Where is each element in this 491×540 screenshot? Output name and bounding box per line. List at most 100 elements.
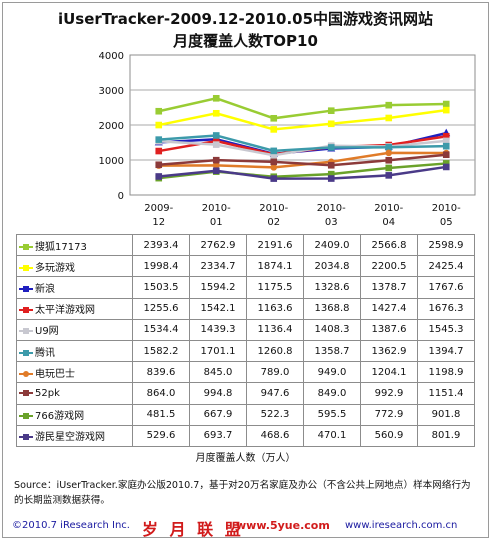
series-name: 766游戏网	[35, 411, 85, 423]
series-name: 电玩巴士	[35, 368, 75, 380]
table-cell: 1151.4	[417, 382, 475, 405]
table-cell: 1439.3	[189, 318, 247, 341]
table-cell: 839.6	[132, 361, 190, 384]
table-cell: 1368.8	[303, 297, 361, 320]
data-point	[270, 126, 278, 133]
series-name: 搜狐17173	[35, 241, 87, 253]
table-cell: 1545.3	[417, 318, 475, 341]
chart-subtitle: 月度覆盖人数TOP10	[173, 32, 318, 50]
legend-swatch	[19, 433, 33, 441]
data-point	[442, 137, 450, 145]
table-cell: 595.5	[303, 403, 361, 426]
table-cell: 2409.0	[303, 233, 361, 257]
table-cell: 994.8	[189, 382, 247, 405]
table-cell: 1260.8	[246, 339, 304, 363]
table-cell: 1767.6	[417, 276, 475, 299]
x-tick-label: 2010-04	[374, 203, 403, 228]
data-point	[385, 164, 393, 172]
table-cell: 1534.4	[132, 318, 190, 341]
legend-swatch	[19, 349, 33, 357]
legend-entry: 搜狐17173	[16, 233, 133, 257]
data-point	[442, 142, 450, 150]
data-point	[155, 173, 163, 180]
table-cell: 1998.4	[132, 255, 190, 278]
legend-swatch	[19, 243, 33, 251]
y-tick-label: 4000	[99, 51, 124, 62]
table-cell: 901.8	[417, 403, 475, 426]
x-tick-label: 2010-05	[432, 203, 461, 228]
table-row: 多玩游戏 1998.4 2334.7 1874.1 2034.8 2200.5 2425.4	[16, 255, 475, 278]
series-line	[158, 153, 447, 167]
table-cell: 522.3	[246, 403, 304, 426]
series-name: U9网	[35, 326, 59, 338]
legend-swatch	[19, 389, 33, 397]
data-point	[327, 144, 335, 151]
legend-swatch-marker	[23, 307, 29, 314]
data-point	[212, 141, 220, 148]
table-row: 搜狐17173 2393.4 2762.9 2191.6 2409.0 2566.8 259…	[16, 233, 475, 257]
table-cell: 2191.6	[246, 233, 304, 257]
legend-entry: 766游戏网	[16, 403, 133, 426]
data-point	[442, 163, 450, 171]
data-point	[442, 100, 450, 108]
legend-entry: U9网	[16, 318, 133, 341]
data-point	[270, 151, 278, 159]
table-cell: 560.9	[360, 424, 418, 447]
legend-swatch-marker	[23, 434, 29, 441]
table-cell: 1701.1	[189, 339, 247, 363]
y-tick-label: 3000	[99, 86, 124, 97]
series-name: 新浪	[35, 283, 55, 295]
copyright: ©2010.7 iResearch Inc.	[12, 520, 130, 531]
y-tick-label: 0	[118, 191, 124, 202]
data-point	[212, 94, 220, 102]
table-cell: 1874.1	[246, 255, 304, 278]
data-table: 搜狐17173 2393.4 2762.9 2191.6 2409.0 2566.8 259…	[16, 233, 475, 447]
table-cell: 693.7	[189, 424, 247, 447]
x-tick-label: 2010-02	[259, 203, 288, 228]
table-cell: 789.0	[246, 361, 304, 384]
legend-swatch-marker	[23, 285, 29, 292]
data-point	[155, 107, 163, 115]
table-row: 新浪 1503.5 1594.2 1175.5 1328.6 1378.7 1767.6	[16, 276, 475, 299]
data-point	[327, 175, 335, 182]
data-point	[270, 114, 278, 122]
data-point	[270, 158, 278, 166]
legend-swatch	[19, 306, 33, 314]
unit-label: 月度覆盖人数（万人）	[195, 453, 296, 464]
table-cell: 1394.7	[417, 339, 475, 363]
table-cell: 1503.5	[132, 276, 190, 299]
legend-swatch	[19, 285, 33, 293]
table-cell: 2393.4	[132, 233, 190, 257]
data-point	[212, 109, 220, 117]
data-point	[212, 137, 220, 145]
table-cell: 667.9	[189, 403, 247, 426]
legend-entry: 多玩游戏	[16, 255, 133, 278]
table-cell: 2334.7	[189, 255, 247, 278]
watermark-site: www.5yue.com	[236, 519, 330, 532]
x-tick-label: 2009-12	[144, 203, 173, 228]
y-tick-label: 1000	[99, 156, 124, 167]
series-name: 太平洋游戏网	[35, 305, 95, 317]
table-cell: 1175.5	[246, 276, 304, 299]
table-row: 太平洋游戏网 1255.6 1542.1 1163.6 1368.8 1427.4 1676…	[16, 297, 475, 320]
legend-swatch-marker	[23, 370, 29, 377]
table-cell: 801.9	[417, 424, 475, 447]
table-cell: 481.5	[132, 403, 190, 426]
table-row: 电玩巴士 839.6 845.0 789.0 949.0 1204.1 1198.9	[16, 361, 475, 384]
series-line	[158, 108, 447, 131]
series-line	[158, 165, 447, 180]
website-link[interactable]: www.iresearch.com.cn	[345, 520, 458, 531]
series-line	[158, 134, 447, 153]
data-point	[442, 106, 450, 114]
table-row: U9网 1534.4 1439.3 1136.4 1408.3 1387.6 1545.3	[16, 318, 475, 341]
table-cell: 1328.6	[303, 276, 361, 299]
series-line	[158, 97, 447, 120]
legend-entry: 52pk	[16, 382, 133, 405]
series-name: 游民星空游戏网	[35, 432, 105, 444]
table-cell: 1427.4	[360, 297, 418, 320]
table-cell: 949.0	[303, 361, 361, 384]
x-tick-label: 2010-01	[202, 203, 231, 228]
legend-entry: 电玩巴士	[16, 361, 133, 384]
table-cell: 1136.4	[246, 318, 304, 341]
table-cell: 1358.7	[303, 339, 361, 363]
